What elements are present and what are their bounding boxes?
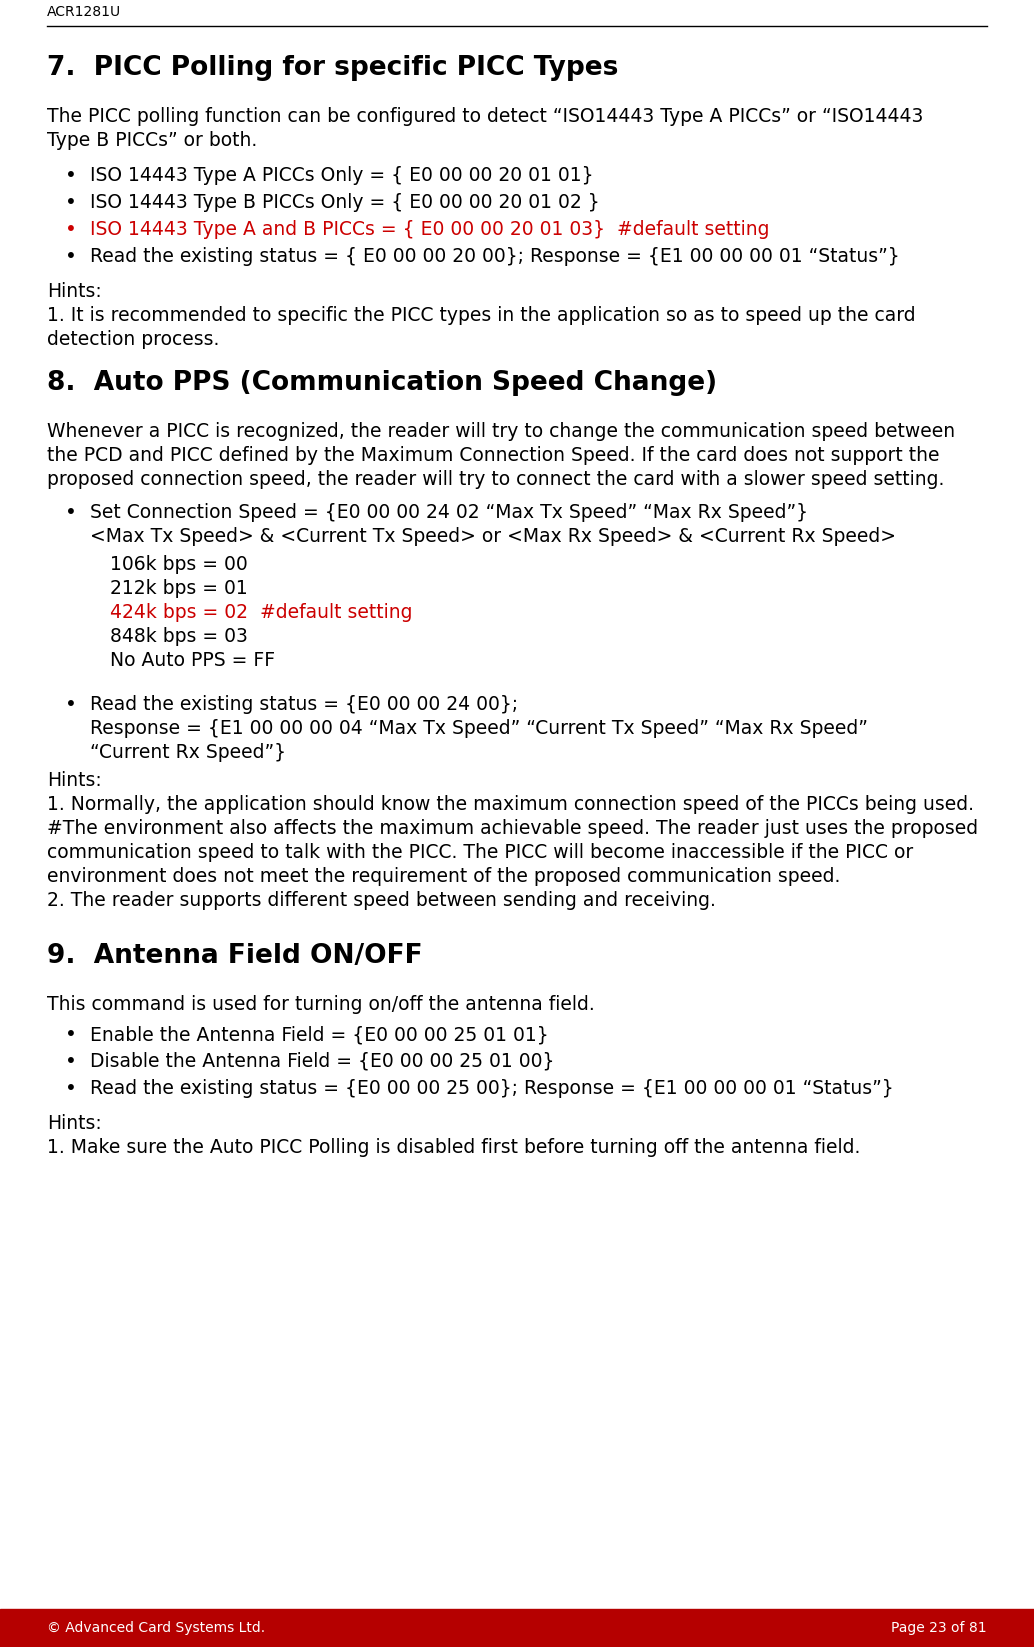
- Text: •: •: [65, 1052, 77, 1071]
- Text: ISO 14443 Type A and B PICCs = { E0 00 00 20 01 03}  #default setting: ISO 14443 Type A and B PICCs = { E0 00 0…: [90, 221, 769, 239]
- Text: •: •: [65, 247, 77, 267]
- Text: Read the existing status = {E0 00 00 25 00}; Response = {E1 00 00 00 01 “Status”: Read the existing status = {E0 00 00 25 …: [90, 1079, 893, 1099]
- Text: •: •: [65, 1079, 77, 1099]
- Text: Read the existing status = { E0 00 00 20 00}; Response = {E1 00 00 00 01 “Status: Read the existing status = { E0 00 00 20…: [90, 247, 900, 267]
- Text: #The environment also affects the maximum achievable speed. The reader just uses: #The environment also affects the maximu…: [47, 819, 978, 838]
- Text: •: •: [65, 193, 77, 212]
- Text: •: •: [65, 502, 77, 522]
- Text: Whenever a PICC is recognized, the reader will try to change the communication s: Whenever a PICC is recognized, the reade…: [47, 422, 955, 441]
- Text: ISO 14443 Type A PICCs Only = { E0 00 00 20 01 01}: ISO 14443 Type A PICCs Only = { E0 00 00…: [90, 166, 594, 184]
- Text: 2. The reader supports different speed between sending and receiving.: 2. The reader supports different speed b…: [47, 891, 716, 911]
- Text: Disable the Antenna Field = {E0 00 00 25 01 00}: Disable the Antenna Field = {E0 00 00 25…: [90, 1052, 554, 1071]
- Text: “Current Rx Speed”}: “Current Rx Speed”}: [90, 743, 286, 763]
- Text: •: •: [65, 166, 77, 184]
- Text: environment does not meet the requirement of the proposed communication speed.: environment does not meet the requiremen…: [47, 866, 841, 886]
- Text: © Advanced Card Systems Ltd.: © Advanced Card Systems Ltd.: [47, 1621, 265, 1635]
- Text: 8.  Auto PPS (Communication Speed Change): 8. Auto PPS (Communication Speed Change): [47, 371, 718, 395]
- Text: communication speed to talk with the PICC. The PICC will become inaccessible if : communication speed to talk with the PIC…: [47, 843, 913, 861]
- Text: Type B PICCs” or both.: Type B PICCs” or both.: [47, 132, 257, 150]
- Text: Hints:: Hints:: [47, 1113, 101, 1133]
- Text: Hints:: Hints:: [47, 282, 101, 301]
- Text: •: •: [65, 221, 77, 239]
- Text: •: •: [65, 695, 77, 715]
- Text: 1. Make sure the Auto PICC Polling is disabled first before turning off the ante: 1. Make sure the Auto PICC Polling is di…: [47, 1138, 860, 1156]
- Text: This command is used for turning on/off the antenna field.: This command is used for turning on/off …: [47, 995, 595, 1015]
- Text: 1. Normally, the application should know the maximum connection speed of the PIC: 1. Normally, the application should know…: [47, 796, 974, 814]
- Text: ISO 14443 Type B PICCs Only = { E0 00 00 20 01 02 }: ISO 14443 Type B PICCs Only = { E0 00 00…: [90, 193, 600, 212]
- Text: 7.  PICC Polling for specific PICC Types: 7. PICC Polling for specific PICC Types: [47, 54, 618, 81]
- Text: <Max Tx Speed> & <Current Tx Speed> or <Max Rx Speed> & <Current Rx Speed>: <Max Tx Speed> & <Current Tx Speed> or <…: [90, 527, 896, 547]
- Text: Hints:: Hints:: [47, 771, 101, 791]
- Text: Page 23 of 81: Page 23 of 81: [891, 1621, 987, 1635]
- Text: The PICC polling function can be configured to detect “ISO14443 Type A PICCs” or: The PICC polling function can be configu…: [47, 107, 923, 127]
- Text: 9.  Antenna Field ON/OFF: 9. Antenna Field ON/OFF: [47, 944, 423, 968]
- Text: 212k bps = 01: 212k bps = 01: [110, 580, 248, 598]
- Text: proposed connection speed, the reader will try to connect the card with a slower: proposed connection speed, the reader wi…: [47, 469, 944, 489]
- Text: Response = {E1 00 00 00 04 “Max Tx Speed” “Current Tx Speed” “Max Rx Speed”: Response = {E1 00 00 00 04 “Max Tx Speed…: [90, 720, 868, 738]
- Text: Enable the Antenna Field = {E0 00 00 25 01 01}: Enable the Antenna Field = {E0 00 00 25 …: [90, 1024, 549, 1044]
- Text: No Auto PPS = FF: No Auto PPS = FF: [110, 651, 275, 670]
- Text: 848k bps = 03: 848k bps = 03: [110, 628, 248, 646]
- Text: 1. It is recommended to specific the PICC types in the application so as to spee: 1. It is recommended to specific the PIC…: [47, 306, 916, 324]
- Text: 424k bps = 02  #default setting: 424k bps = 02 #default setting: [110, 603, 413, 623]
- Text: Set Connection Speed = {E0 00 00 24 02 “Max Tx Speed” “Max Rx Speed”}: Set Connection Speed = {E0 00 00 24 02 “…: [90, 502, 808, 522]
- Bar: [0, 1609, 1034, 1647]
- Text: ACR1281U: ACR1281U: [47, 5, 121, 20]
- Text: detection process.: detection process.: [47, 329, 219, 349]
- Text: •: •: [65, 1024, 77, 1044]
- Text: the PCD and PICC defined by the Maximum Connection Speed. If the card does not s: the PCD and PICC defined by the Maximum …: [47, 446, 940, 464]
- Text: 106k bps = 00: 106k bps = 00: [110, 555, 248, 575]
- Text: Read the existing status = {E0 00 00 24 00};: Read the existing status = {E0 00 00 24 …: [90, 695, 518, 715]
